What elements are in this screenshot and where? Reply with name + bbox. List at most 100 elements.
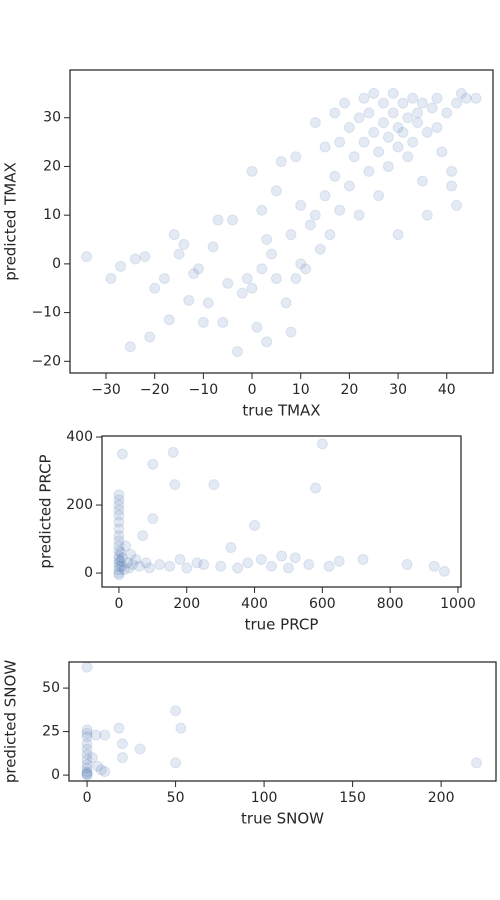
point xyxy=(113,567,125,579)
point xyxy=(225,542,237,554)
point xyxy=(99,729,111,741)
point xyxy=(348,151,360,163)
point xyxy=(282,562,294,574)
point xyxy=(167,446,179,458)
point xyxy=(232,562,244,574)
y-axis-label: predicted SNOW xyxy=(2,660,20,783)
point xyxy=(170,757,182,769)
point xyxy=(140,557,152,569)
point xyxy=(304,219,316,231)
plot-frame xyxy=(69,69,494,374)
point xyxy=(470,92,482,104)
point xyxy=(289,552,301,564)
point xyxy=(428,560,440,572)
point xyxy=(373,146,385,158)
x-tick-label: −30 xyxy=(91,382,121,398)
point xyxy=(137,530,149,542)
y-tick-label: 400 xyxy=(66,429,93,445)
point xyxy=(314,243,326,255)
point xyxy=(170,705,182,717)
point xyxy=(242,557,254,569)
point xyxy=(265,560,277,572)
point xyxy=(129,253,141,265)
x-tick-label: 10 xyxy=(292,382,310,398)
point xyxy=(333,555,345,567)
point xyxy=(113,560,125,572)
point xyxy=(202,297,214,309)
point xyxy=(207,241,219,253)
point xyxy=(412,117,424,129)
point xyxy=(334,136,346,148)
point xyxy=(416,97,428,109)
point xyxy=(353,209,365,221)
point xyxy=(113,516,125,528)
point xyxy=(113,499,125,511)
point xyxy=(256,263,268,275)
point xyxy=(471,757,483,769)
point xyxy=(266,248,278,260)
point xyxy=(115,555,127,567)
point xyxy=(421,126,433,138)
point xyxy=(261,234,273,246)
point xyxy=(116,752,128,764)
point xyxy=(154,559,166,571)
plot-frame xyxy=(68,661,497,782)
point xyxy=(191,557,203,569)
point xyxy=(397,126,409,138)
point xyxy=(236,287,248,299)
point xyxy=(149,282,161,294)
point xyxy=(144,331,156,343)
point xyxy=(81,766,93,778)
point xyxy=(387,107,399,119)
point xyxy=(127,559,139,571)
point xyxy=(164,560,176,572)
y-axis-label: predicted TMAX xyxy=(2,162,20,281)
point xyxy=(99,766,111,778)
point xyxy=(382,131,394,143)
point xyxy=(446,165,458,177)
x-tick-label: 30 xyxy=(389,382,407,398)
point xyxy=(323,560,335,572)
x-tick-label: 40 xyxy=(438,382,456,398)
point xyxy=(178,238,190,250)
point xyxy=(441,107,453,119)
point xyxy=(392,141,404,153)
point xyxy=(81,738,93,750)
point xyxy=(81,251,93,263)
point xyxy=(168,229,180,241)
point xyxy=(115,260,127,272)
point xyxy=(118,564,130,576)
plot-frame xyxy=(101,435,462,588)
point xyxy=(285,229,297,241)
y-tick-label: 50 xyxy=(42,680,60,696)
point xyxy=(113,569,125,581)
point xyxy=(339,97,351,109)
point xyxy=(113,509,125,521)
point xyxy=(319,190,331,202)
y-axis-label: predicted PRCP xyxy=(37,454,55,568)
point xyxy=(116,448,128,460)
point xyxy=(249,519,261,531)
point xyxy=(377,97,389,109)
point xyxy=(290,272,302,284)
point xyxy=(163,314,175,326)
point xyxy=(181,562,193,574)
point xyxy=(309,117,321,129)
point xyxy=(130,553,142,565)
point xyxy=(402,112,414,124)
point xyxy=(353,112,365,124)
point xyxy=(121,557,133,569)
point xyxy=(113,523,125,535)
point xyxy=(81,661,93,673)
point xyxy=(113,535,125,547)
x-axis-label: true TMAX xyxy=(242,402,320,420)
point xyxy=(113,540,125,552)
y-tick-label: 0 xyxy=(84,565,93,581)
point xyxy=(357,553,369,565)
x-tick-label: −20 xyxy=(140,382,170,398)
point xyxy=(212,214,224,226)
point xyxy=(316,438,328,450)
point xyxy=(113,553,125,565)
point xyxy=(416,175,428,187)
point xyxy=(105,272,117,284)
